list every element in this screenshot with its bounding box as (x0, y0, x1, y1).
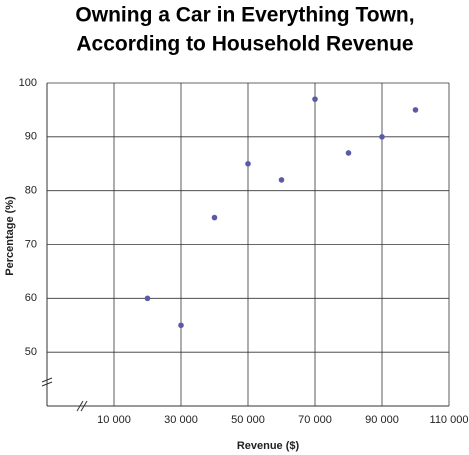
point (379, 134, 385, 140)
point (211, 214, 218, 221)
y-tick-label: 50 (25, 346, 37, 358)
point (178, 322, 184, 329)
point (412, 107, 419, 113)
x-tick-label: 10 000 (97, 414, 131, 426)
y-tick-label: 100 (19, 77, 37, 89)
x-tick-label: 70 000 (298, 414, 332, 426)
x-tick-label: 30 000 (164, 414, 198, 426)
point (144, 295, 151, 302)
x-tick-label: 110 000 (430, 414, 469, 426)
y-axis-break (41, 377, 53, 387)
y-axis-title: Percentage (%) (4, 196, 16, 276)
x-tick-label: 50 000 (231, 414, 265, 426)
y-tick-label: 70 (25, 238, 37, 250)
chart-title: According to Household Revenue (76, 33, 413, 56)
x-axis-title: Revenue ($) (237, 440, 300, 452)
point (345, 150, 352, 156)
y-tick-label: 60 (25, 292, 37, 304)
point (312, 96, 318, 102)
x-axis-break (76, 400, 88, 412)
point (245, 160, 251, 167)
x-tick-label: 90 000 (365, 414, 399, 426)
y-tick-label: 80 (25, 185, 37, 197)
chart-title: Owning a Car in Everything Town, (75, 4, 414, 27)
y-tick-label: 90 (25, 131, 37, 143)
point (278, 177, 285, 183)
